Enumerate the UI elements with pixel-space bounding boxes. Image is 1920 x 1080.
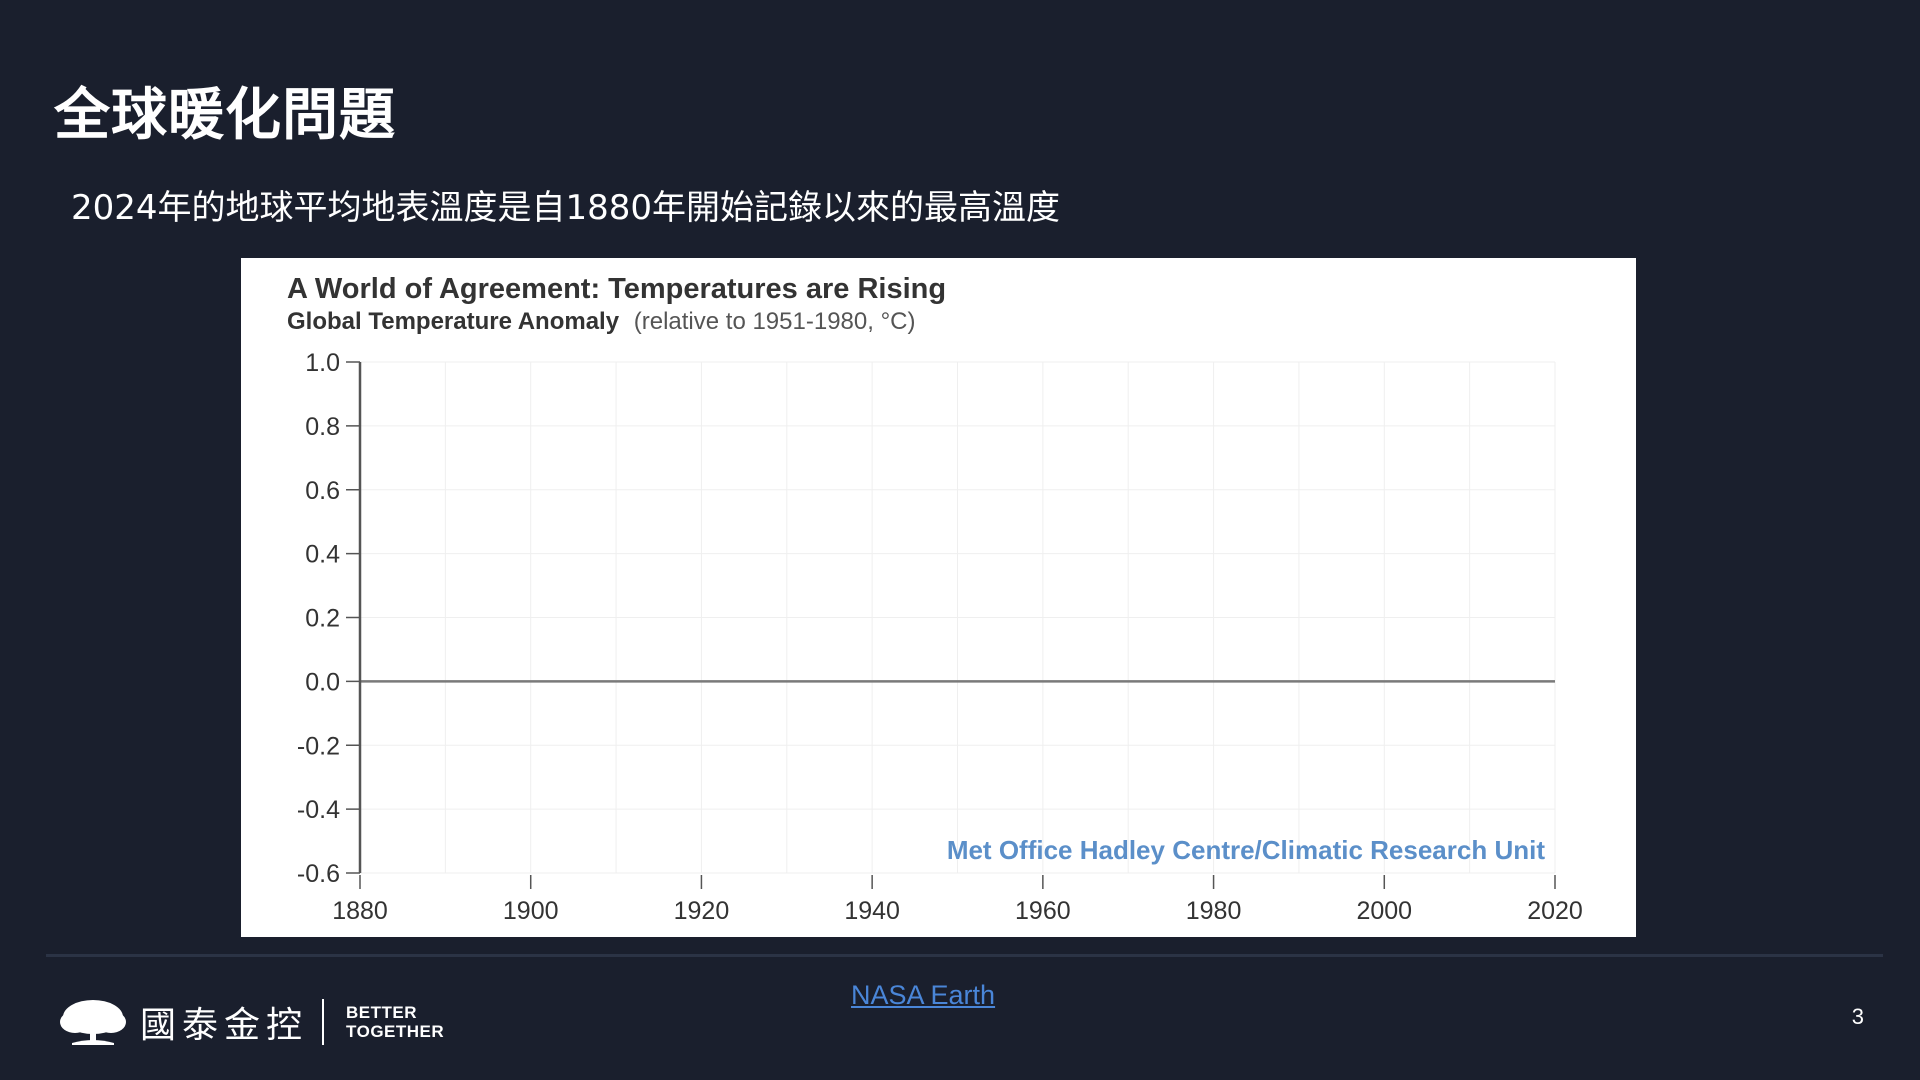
chart-ticks: 1.0 0.8 0.6 0.4 0.2 0.0 -0.2 -0.4 -0.6 1880 1900 19… [297,349,1583,925]
tagline-line2: TOGETHER [346,1022,445,1041]
tree-logo-icon [60,1000,126,1045]
chart-subtitle-note: (relative to 1951-1980, °C) [634,308,916,335]
y-tick-label: 0.0 [305,668,340,696]
tagline-line1: BETTER [346,1003,418,1022]
chart-title: A World of Agreement: Temperatures are R… [287,273,946,305]
y-tick-label: -0.4 [297,796,340,824]
brand-tagline: BETTER TOGETHER [346,1003,444,1041]
y-tick-label: -0.2 [297,732,340,760]
chart-source-label: Met Office Hadley Centre/Climatic Resear… [947,835,1546,865]
source-link[interactable]: NASA Earth [851,980,996,1010]
y-tick-label: 1.0 [305,349,340,377]
chart-subtitle-bold: Global Temperature Anomaly [287,308,620,335]
chart-grid [360,361,1556,874]
slide-title: 全球暖化問題 [54,83,396,148]
y-tick-label: 0.6 [305,477,340,505]
x-tick-label: 2000 [1356,897,1412,925]
y-tick-label: 0.8 [305,413,340,441]
slide-subtitle: 2024年的地球平均地表溫度是自1880年開始記錄以來的最高溫度 [71,188,1061,228]
x-tick-label: 1900 [503,897,559,925]
x-tick-label: 1880 [332,897,388,925]
x-tick-label: 1940 [844,897,900,925]
logo-separator [322,999,325,1045]
page-number: 3 [1851,1004,1864,1029]
brand-name: 國泰金控 [140,1005,309,1046]
x-tick-label: 1920 [674,897,730,925]
x-tick-label: 1960 [1015,897,1071,925]
chart-card: A World of Agreement: Temperatures are R… [241,258,1636,937]
y-tick-label: 0.2 [305,605,340,633]
x-tick-label: 2020 [1527,897,1583,925]
y-tick-label: 0.4 [305,541,340,569]
footer-divider [46,954,1883,957]
temperature-chart: A World of Agreement: Temperatures are R… [287,273,1583,925]
x-tick-label: 1980 [1186,897,1242,925]
cathay-logo: 國泰金控 BETTER TOGETHER [58,994,444,1050]
y-tick-label: -0.6 [297,860,340,888]
chart-subtitle: Global Temperature Anomaly (relative to … [287,308,916,335]
